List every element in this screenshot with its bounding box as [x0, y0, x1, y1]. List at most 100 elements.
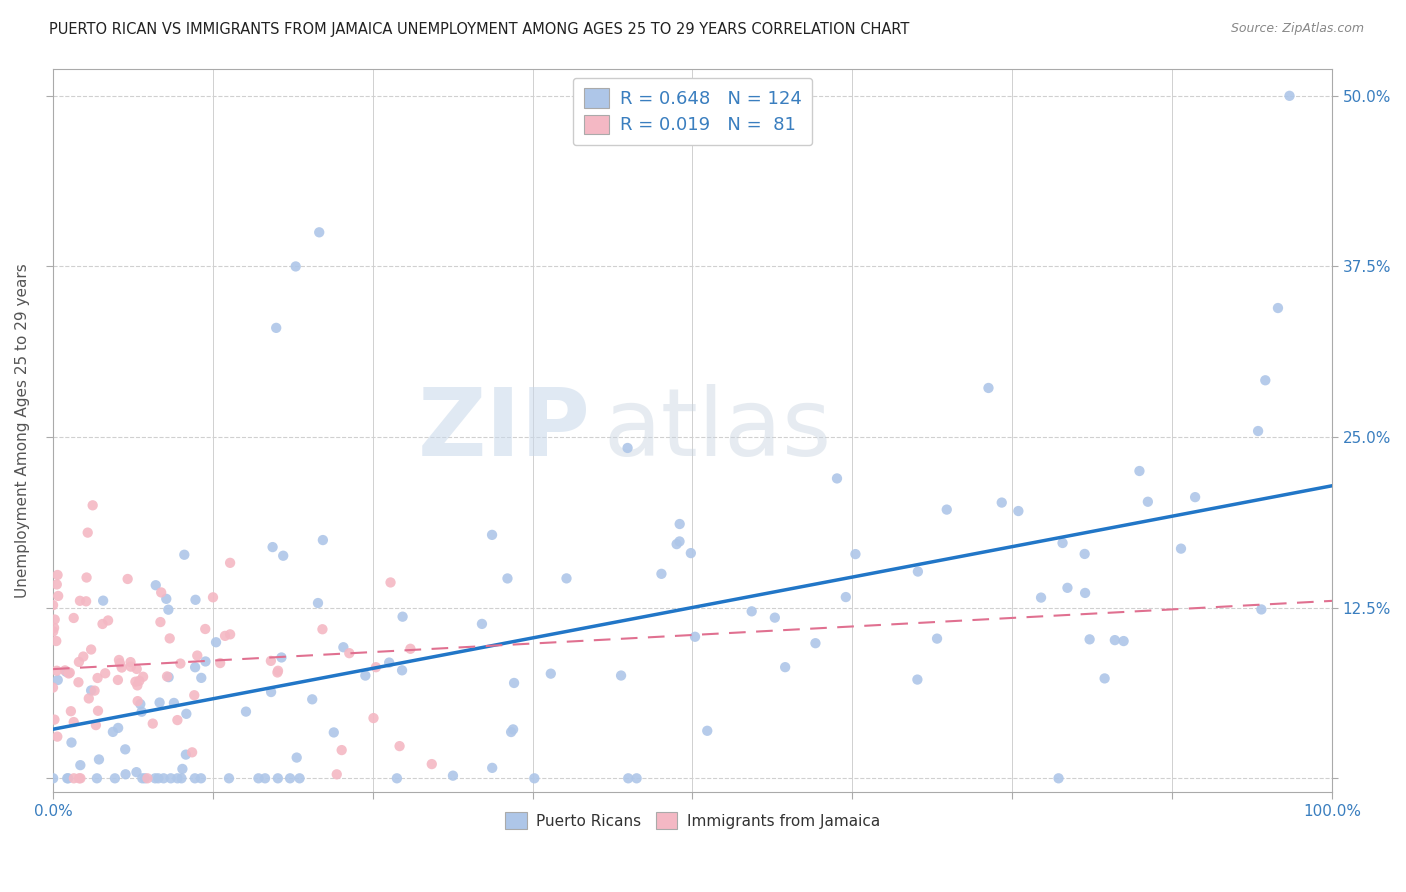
Point: [67, 655, 90, 669]
Point: [254, 772, 277, 786]
Point: [1007, 504, 1029, 518]
Text: PUERTO RICAN VS IMMIGRANTS FROM JAMAICA UNEMPLOYMENT AMONG AGES 25 TO 29 YEARS C: PUERTO RICAN VS IMMIGRANTS FROM JAMAICA …: [49, 22, 910, 37]
Point: [174, 747, 197, 762]
Point: [181, 745, 204, 759]
Point: [53, 664, 76, 678]
Point: [266, 665, 288, 680]
Point: [1094, 672, 1116, 686]
Point: [696, 723, 718, 738]
Point: [378, 656, 401, 670]
Point: [218, 772, 240, 786]
Point: [311, 622, 333, 636]
Point: [82, 498, 104, 512]
Point: [260, 685, 283, 699]
Point: [75, 594, 97, 608]
Point: [76, 525, 98, 540]
Point: [332, 640, 354, 655]
Point: [114, 742, 136, 756]
Point: [1250, 602, 1272, 616]
Point: [326, 767, 349, 781]
Point: [835, 590, 858, 604]
Point: [1136, 494, 1159, 508]
Point: [143, 772, 166, 786]
Point: [308, 225, 330, 239]
Point: [128, 673, 150, 688]
Point: [159, 772, 181, 786]
Point: [267, 664, 290, 678]
Point: [267, 772, 290, 786]
Point: [46, 730, 69, 744]
Point: [42, 772, 65, 786]
Point: [76, 570, 98, 584]
Point: [67, 772, 90, 786]
Text: Source: ZipAtlas.com: Source: ZipAtlas.com: [1230, 22, 1364, 36]
Text: ZIP: ZIP: [418, 384, 591, 476]
Point: [1184, 490, 1206, 504]
Point: [67, 675, 90, 690]
Point: [45, 664, 67, 678]
Point: [58, 666, 80, 681]
Point: [114, 767, 136, 781]
Point: [471, 616, 494, 631]
Point: [330, 743, 353, 757]
Point: [108, 656, 131, 670]
Point: [285, 750, 308, 764]
Point: [170, 772, 193, 786]
Point: [665, 537, 688, 551]
Point: [1047, 772, 1070, 786]
Point: [1104, 633, 1126, 648]
Point: [1073, 547, 1095, 561]
Point: [610, 668, 633, 682]
Point: [278, 772, 301, 786]
Point: [990, 495, 1012, 509]
Point: [107, 673, 129, 687]
Point: [80, 683, 103, 698]
Point: [166, 713, 188, 727]
Point: [184, 660, 207, 674]
Point: [176, 706, 198, 721]
Point: [107, 721, 129, 735]
Point: [111, 660, 134, 674]
Point: [149, 615, 172, 629]
Point: [127, 678, 149, 692]
Point: [62, 611, 84, 625]
Point: [63, 772, 86, 786]
Point: [46, 568, 69, 582]
Y-axis label: Unemployment Among Ages 25 to 29 years: Unemployment Among Ages 25 to 29 years: [15, 263, 30, 598]
Point: [235, 705, 257, 719]
Point: [84, 718, 107, 732]
Point: [42, 681, 65, 695]
Point: [163, 696, 186, 710]
Point: [1278, 88, 1301, 103]
Point: [101, 725, 124, 739]
Point: [977, 381, 1000, 395]
Point: [364, 660, 387, 674]
Point: [337, 646, 360, 660]
Point: [45, 577, 67, 591]
Point: [124, 674, 146, 689]
Point: [385, 772, 408, 786]
Point: [86, 772, 108, 786]
Point: [301, 692, 323, 706]
Point: [157, 603, 180, 617]
Point: [209, 656, 232, 670]
Point: [46, 673, 69, 687]
Point: [284, 260, 307, 274]
Point: [288, 772, 311, 786]
Point: [104, 772, 127, 786]
Point: [935, 502, 957, 516]
Point: [1247, 424, 1270, 438]
Point: [1170, 541, 1192, 556]
Point: [42, 624, 65, 639]
Point: [152, 772, 174, 786]
Point: [87, 704, 110, 718]
Point: [391, 609, 413, 624]
Point: [205, 635, 228, 649]
Point: [540, 666, 562, 681]
Point: [155, 591, 177, 606]
Point: [56, 772, 79, 786]
Point: [159, 632, 181, 646]
Point: [388, 739, 411, 753]
Point: [1112, 634, 1135, 648]
Point: [56, 772, 79, 786]
